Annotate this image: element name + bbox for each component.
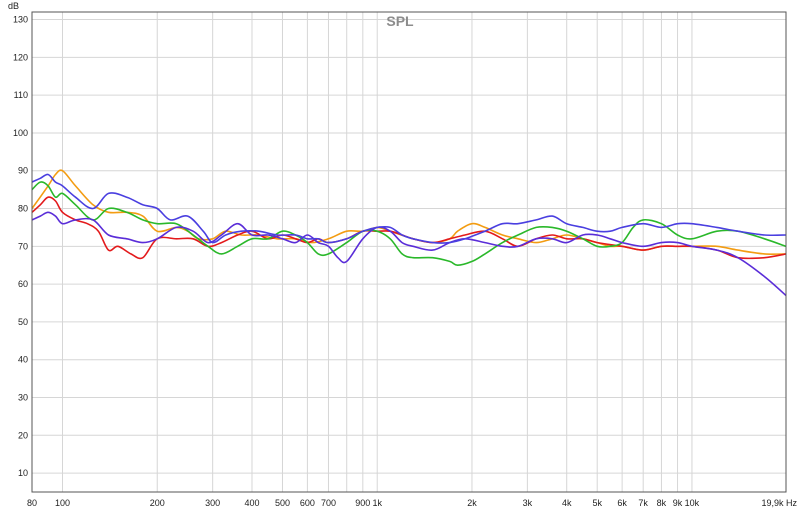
x-axis-ticks: 80 100 200 300 400 500 600 700 900 1k 2k 3k 4k 5k 6k 7k…: [27, 498, 797, 508]
series-line-3: [31, 181, 787, 266]
x-tick-label: 400: [244, 498, 259, 508]
x-tick-label: 300: [205, 498, 220, 508]
y-axis-unit-label: dB: [8, 1, 19, 11]
chart-title: SPL: [386, 13, 414, 29]
x-tick-label: 10k: [685, 498, 700, 508]
y-tick-label: 50: [18, 317, 28, 327]
x-tick-label: 4k: [562, 498, 572, 508]
y-tick-label: 80: [18, 204, 28, 214]
x-tick-label: 100: [55, 498, 70, 508]
x-tick-label: 200: [150, 498, 165, 508]
x-tick-label: 7k: [638, 498, 648, 508]
x-tick-label: 600: [300, 498, 315, 508]
series-line-4: [31, 211, 787, 297]
y-tick-label: 70: [18, 241, 28, 251]
y-tick-label: 90: [18, 166, 28, 176]
x-tick-label: 80: [27, 498, 37, 508]
plot-series: [31, 169, 787, 297]
x-tick-label: 8k: [657, 498, 667, 508]
y-tick-label: 110: [14, 90, 28, 100]
x-tick-label: 6k: [617, 498, 627, 508]
x-tick-label: 500: [275, 498, 290, 508]
y-tick-label: 60: [18, 279, 28, 289]
y-tick-label: 40: [18, 355, 28, 365]
x-tick-label: 9k: [673, 498, 683, 508]
plot-frame: [31, 11, 787, 493]
x-tick-label: 2k: [467, 498, 477, 508]
y-tick-label: 30: [18, 393, 28, 403]
x-tick-label: 3k: [523, 498, 533, 508]
y-tick-label: 20: [18, 430, 28, 440]
y-tick-label: 10: [18, 468, 28, 478]
y-tick-label: 130: [13, 15, 28, 25]
x-tick-label: 1k: [372, 498, 382, 508]
x-tick-label: 900: [355, 498, 370, 508]
y-tick-label: 120: [13, 52, 28, 62]
x-tick-label: 700: [321, 498, 336, 508]
x-tick-label: 19,9k Hz: [761, 498, 797, 508]
y-tick-label: 100: [13, 128, 28, 138]
y-axis-ticks: 10 20 30 40 50 60 70 80 90 100 110 120 130: [13, 15, 28, 479]
series-line-5: [31, 173, 787, 244]
x-tick-label: 5k: [592, 498, 602, 508]
